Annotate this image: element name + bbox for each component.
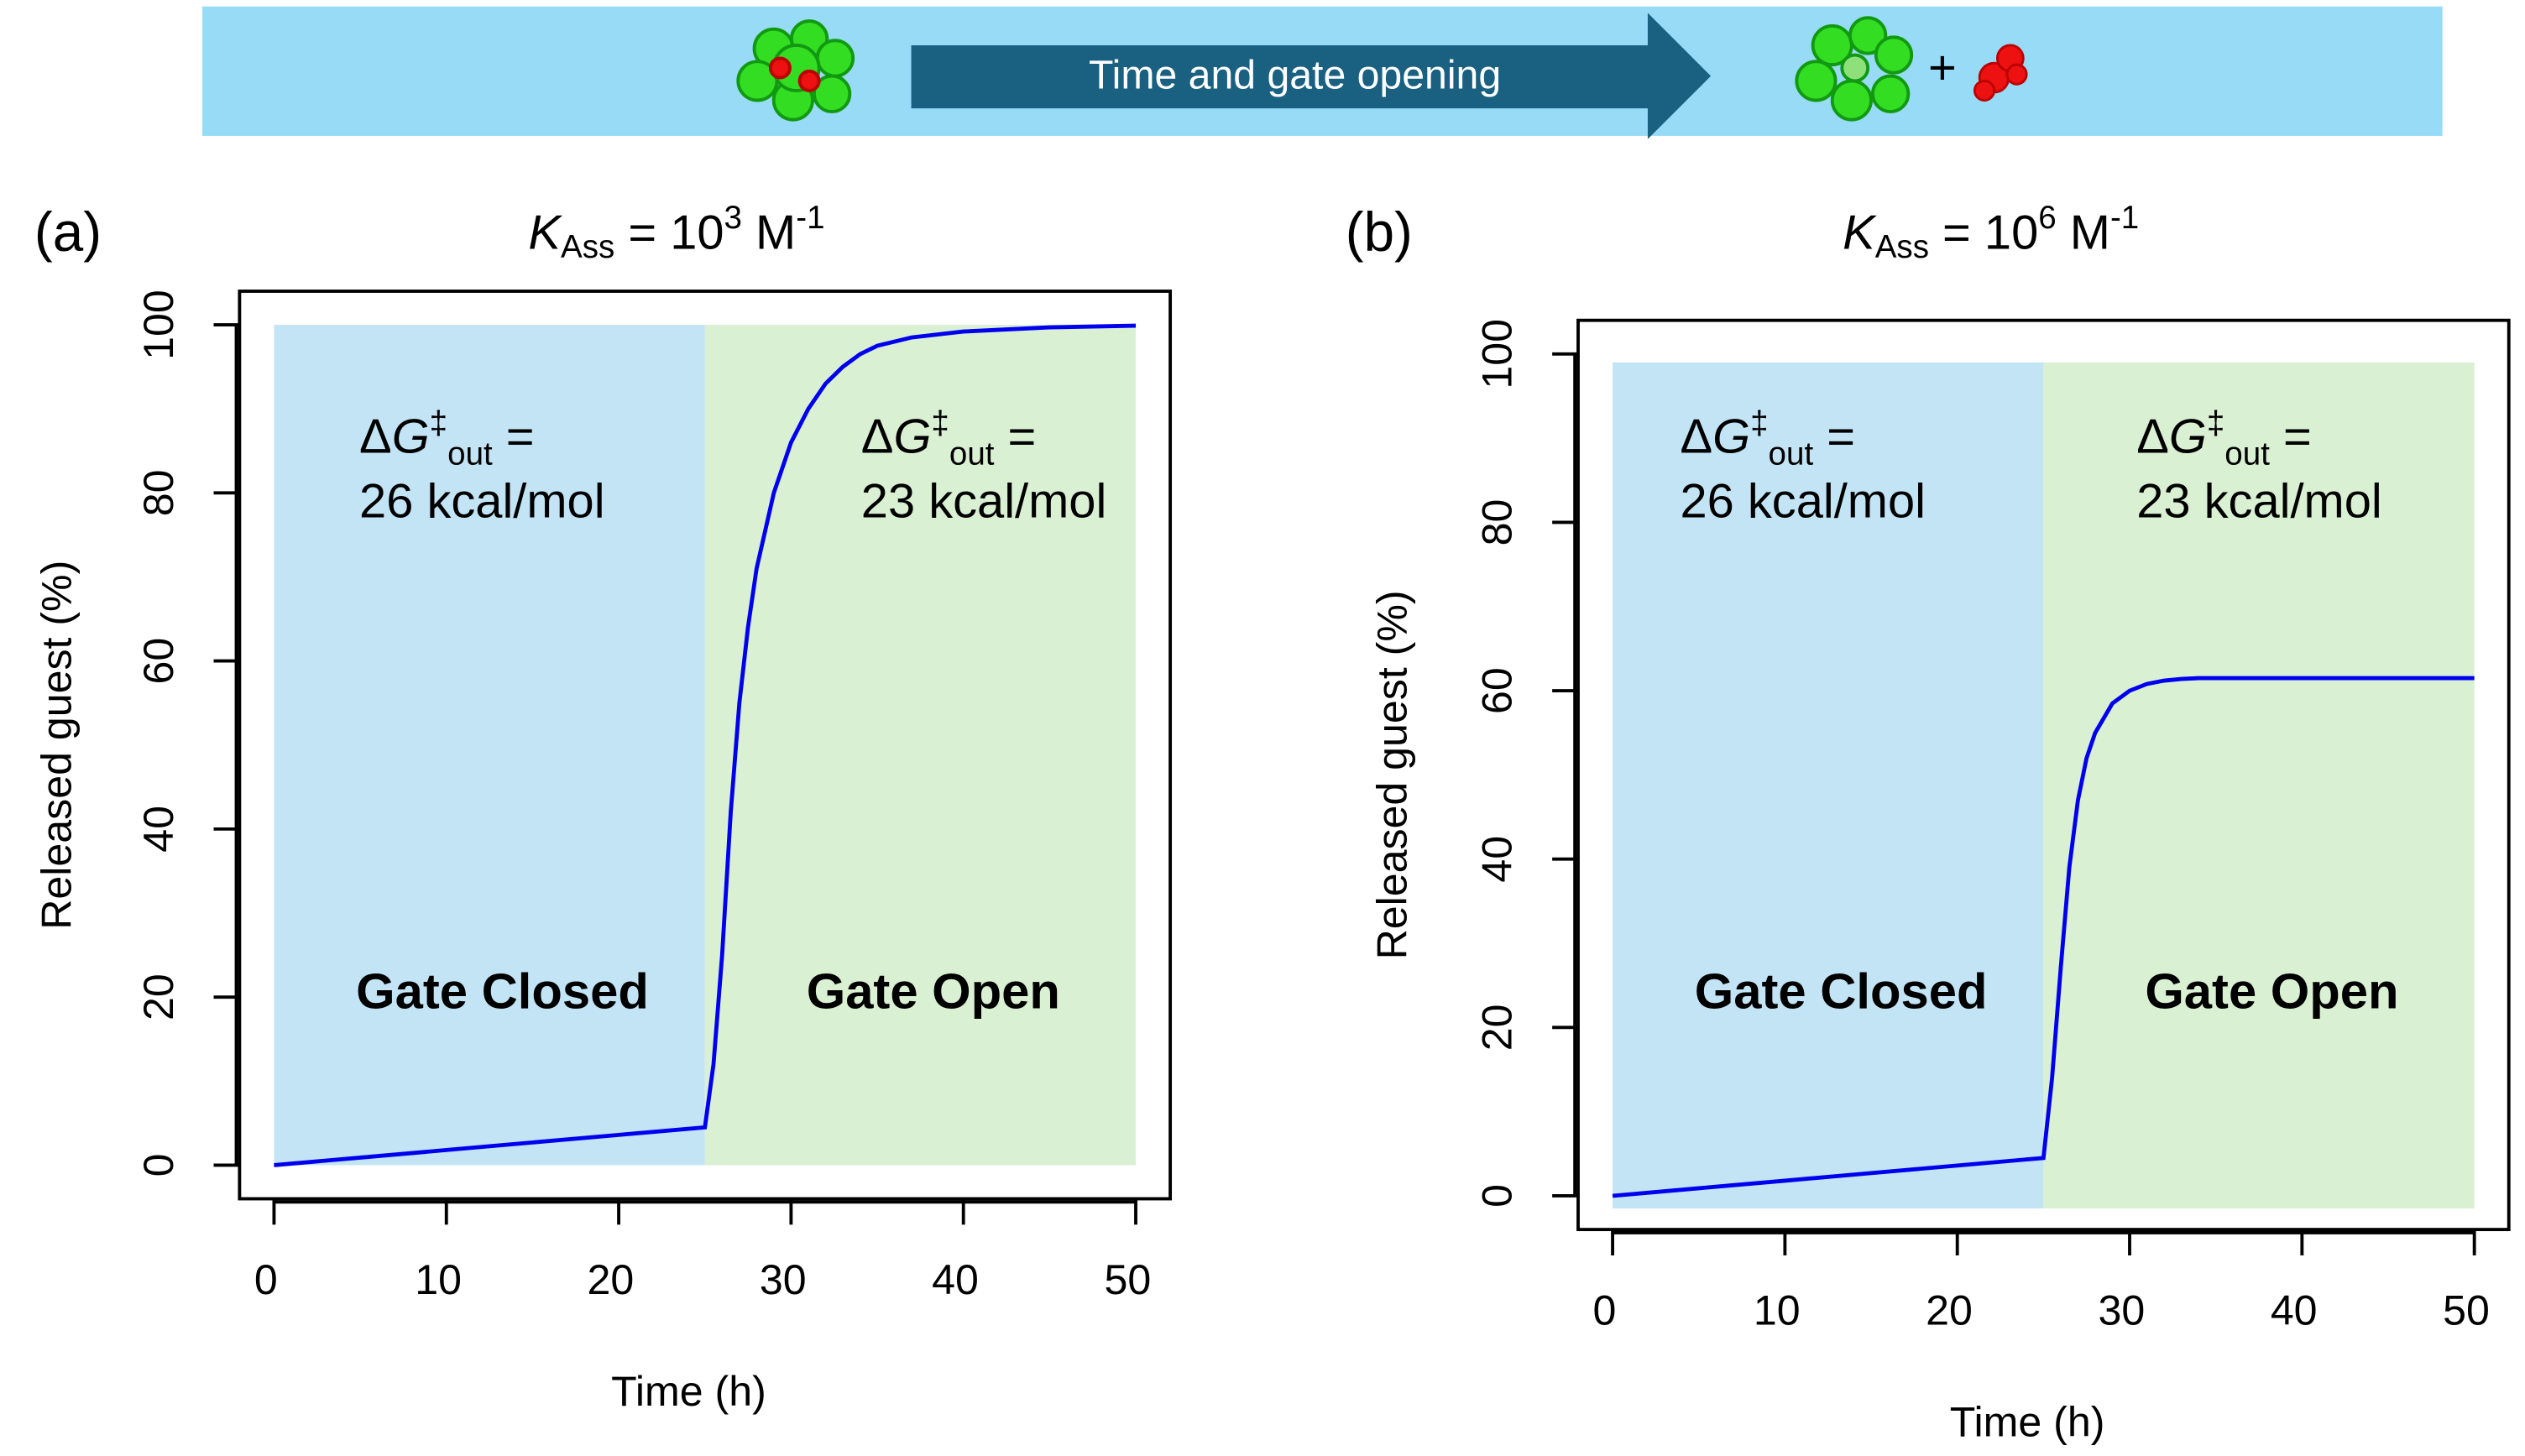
chart-title: KAss = 103 M-1 [528, 200, 824, 265]
y-tick-label: 40 [135, 806, 182, 853]
x-axis-label: Time (h) [1950, 1399, 2105, 1446]
title-part: -1 [796, 200, 824, 236]
annotation-part: ‡ [430, 405, 447, 441]
title-part: Ass [1875, 229, 1929, 265]
region [274, 325, 705, 1166]
y-tick-label: 80 [1474, 499, 1521, 546]
annotation-part: = [1813, 410, 1855, 464]
y-tick-label: 20 [135, 973, 182, 1020]
y-tick-label: 20 [1474, 1004, 1521, 1051]
annotation: ΔG‡out = [1680, 405, 1855, 472]
annotation-part: = [994, 410, 1036, 464]
y-tick-label: 80 [135, 469, 182, 516]
y-tick-label: 40 [1474, 836, 1521, 883]
annotation-part: G [1712, 410, 1750, 464]
annotation-part: ‡ [2207, 405, 2224, 441]
banner-text: Time and gate opening [1089, 52, 1501, 97]
annotation-part: = [2270, 410, 2312, 464]
data-line [274, 323, 1137, 1167]
y-tick-label: 100 [1474, 319, 1521, 389]
data-line [1612, 676, 2475, 1198]
region [2043, 362, 2475, 1209]
cage-with-guest-icon [736, 19, 855, 122]
annotation-part: ‡ [931, 405, 949, 441]
x-tick-label: 40 [2271, 1287, 2318, 1334]
title-part: -1 [2110, 200, 2139, 236]
y-tick-label: 0 [135, 1153, 182, 1177]
x-tick-label: 40 [932, 1256, 979, 1303]
x-tick-label: 10 [415, 1256, 462, 1303]
title-part: 6 [2038, 200, 2056, 236]
annotation: 26 kcal/mol [359, 475, 605, 529]
annotation-part: out [1769, 436, 1814, 472]
annotation-part: G [2169, 410, 2207, 464]
annotation: 23 kcal/mol [2136, 475, 2382, 529]
annotation-part: Δ [2136, 410, 2169, 464]
annotation-part: Δ [861, 410, 894, 464]
x-axis-label: Time (h) [611, 1368, 766, 1415]
annotation-part: Δ [359, 410, 392, 464]
plot-frame [238, 290, 1173, 1201]
banner: Time and gate opening + [202, 6, 2443, 139]
title-part: 3 [724, 200, 742, 236]
y-axis-label: Released guest (%) [1368, 590, 1415, 959]
x-tick-label: 20 [1926, 1287, 1973, 1334]
y-tick-label: 60 [135, 638, 182, 685]
region-label: Gate Open [807, 963, 1060, 1019]
title-part: = 10 [614, 206, 724, 260]
x-tick-label: 30 [2098, 1287, 2145, 1334]
annotation-part: ‡ [1750, 405, 1768, 441]
annotation: 26 kcal/mol [1680, 475, 1926, 529]
panel-label: (b) [1346, 201, 1413, 263]
x-tick-label: 30 [760, 1256, 807, 1303]
x-tick-label: 10 [1754, 1287, 1801, 1334]
title-part: K [528, 206, 562, 260]
region-label: Gate Closed [356, 963, 649, 1019]
y-tick-label: 100 [135, 290, 182, 360]
x-tick-label: 0 [254, 1256, 278, 1303]
annotation-part: out [949, 436, 995, 472]
chart-title: KAss = 106 M-1 [1843, 200, 2139, 265]
y-tick-label: 0 [1474, 1184, 1521, 1208]
annotation-part: out [447, 436, 493, 472]
region-label: Gate Closed [1695, 963, 1988, 1019]
plot-frame [1576, 318, 2511, 1232]
title-part: M [742, 206, 796, 260]
title-part: = 10 [1929, 206, 2038, 260]
guest-icon [1973, 44, 2028, 102]
annotation: ΔG‡out = [2136, 405, 2312, 472]
x-tick-label: 0 [1592, 1287, 1616, 1334]
annotation-part: out [2224, 436, 2270, 472]
region [1613, 362, 2044, 1209]
annotation: ΔG‡out = [861, 405, 1037, 472]
x-tick-label: 50 [1105, 1256, 1152, 1303]
annotation-part: = [493, 410, 535, 464]
region [704, 325, 1137, 1166]
panel-label: (a) [34, 201, 102, 263]
title-part: Ass [561, 229, 614, 265]
annotation-part: G [893, 410, 931, 464]
arrow [911, 13, 1712, 139]
annotation: ΔG‡out = [359, 405, 535, 472]
annotation-part: Δ [1680, 410, 1712, 464]
y-axis-label: Released guest (%) [34, 561, 81, 930]
annotation: 23 kcal/mol [861, 475, 1107, 529]
region-label: Gate Open [2145, 963, 2398, 1019]
x-tick-label: 20 [588, 1256, 635, 1303]
title-part: M [2057, 206, 2110, 260]
annotation-part: G [392, 410, 430, 464]
title-part: K [1843, 206, 1877, 260]
y-tick-label: 60 [1474, 667, 1521, 714]
empty-cage-icon [1795, 16, 1914, 122]
plus-sign: + [1928, 41, 1957, 95]
x-tick-label: 50 [2443, 1287, 2490, 1334]
